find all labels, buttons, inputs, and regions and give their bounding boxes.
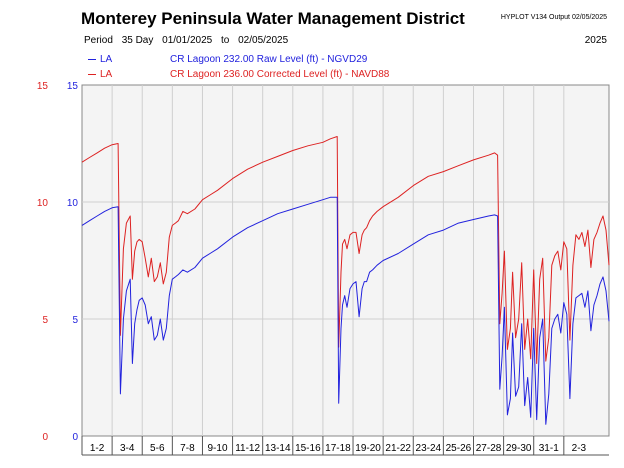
legend: LA CR Lagoon 232.00 Raw Level (ft) - NGV… (88, 52, 389, 82)
right-y-tick-label: 15 (67, 81, 79, 92)
x-tick-label: 23-24 (416, 443, 442, 454)
end-date: 02/05/2025 (238, 35, 289, 46)
period-label: Period (84, 35, 113, 46)
legend-line-icon (88, 59, 96, 60)
legend-description: CR Lagoon 236.00 Corrected Level (ft) - … (170, 69, 390, 80)
x-tick-label: 13-14 (265, 443, 291, 454)
x-tick-label: 11-12 (235, 443, 260, 454)
x-tick-label: 7-8 (180, 443, 195, 454)
to-label: to (221, 35, 230, 46)
legend-entry-raw: LA CR Lagoon 232.00 Raw Level (ft) - NGV… (88, 52, 389, 67)
x-tick-label: 3-4 (120, 443, 135, 454)
x-tick-label: 15-16 (295, 443, 321, 454)
start-date: 01/01/2025 (162, 35, 213, 46)
series-line-raw-level (81, 196, 610, 425)
left-y-tick-label: 0 (42, 432, 48, 443)
legend-code: LA (100, 69, 113, 80)
series-line-corrected-level (81, 136, 610, 364)
legend-entry-corrected: LA CR Lagoon 236.00 Corrected Level (ft)… (88, 67, 389, 82)
legend-line-icon (88, 74, 96, 75)
x-tick-label: 29-30 (506, 443, 532, 454)
plot-area (81, 84, 610, 437)
left-y-tick-label: 15 (37, 81, 49, 92)
right-y-tick-label: 5 (72, 315, 78, 326)
x-tick-label: 9-10 (208, 443, 228, 454)
x-tick-label: 21-22 (385, 443, 411, 454)
right-y-tick-label: 10 (67, 198, 79, 209)
legend-description: CR Lagoon 232.00 Raw Level (ft) - NGVD29 (170, 54, 368, 65)
x-tick-label: 25-26 (446, 443, 472, 454)
x-tick-label: 17-18 (325, 443, 351, 454)
left-y-tick-label: 10 (37, 198, 49, 209)
period-row: Period 35 Day 01/01/2025 to 02/05/2025 (84, 35, 294, 46)
x-tick-label: 31-1 (539, 443, 559, 454)
period-days: 35 Day (121, 35, 154, 46)
left-y-tick-label: 5 (42, 315, 48, 326)
x-tick-label: 1-2 (90, 443, 105, 454)
right-y-tick-label: 0 (72, 432, 78, 443)
x-tick-label: 27-28 (476, 443, 502, 454)
x-tick-label: 19-20 (355, 443, 381, 454)
legend-code: LA (100, 54, 113, 65)
chart-title: Monterey Peninsula Water Management Dist… (81, 9, 465, 28)
x-tick-label: 5-6 (150, 443, 165, 454)
x-tick-label: 2-3 (572, 443, 587, 454)
year-label: 2025 (584, 35, 607, 46)
version-output-label: HYPLOT V134 Output 02/05/2025 (500, 14, 607, 21)
